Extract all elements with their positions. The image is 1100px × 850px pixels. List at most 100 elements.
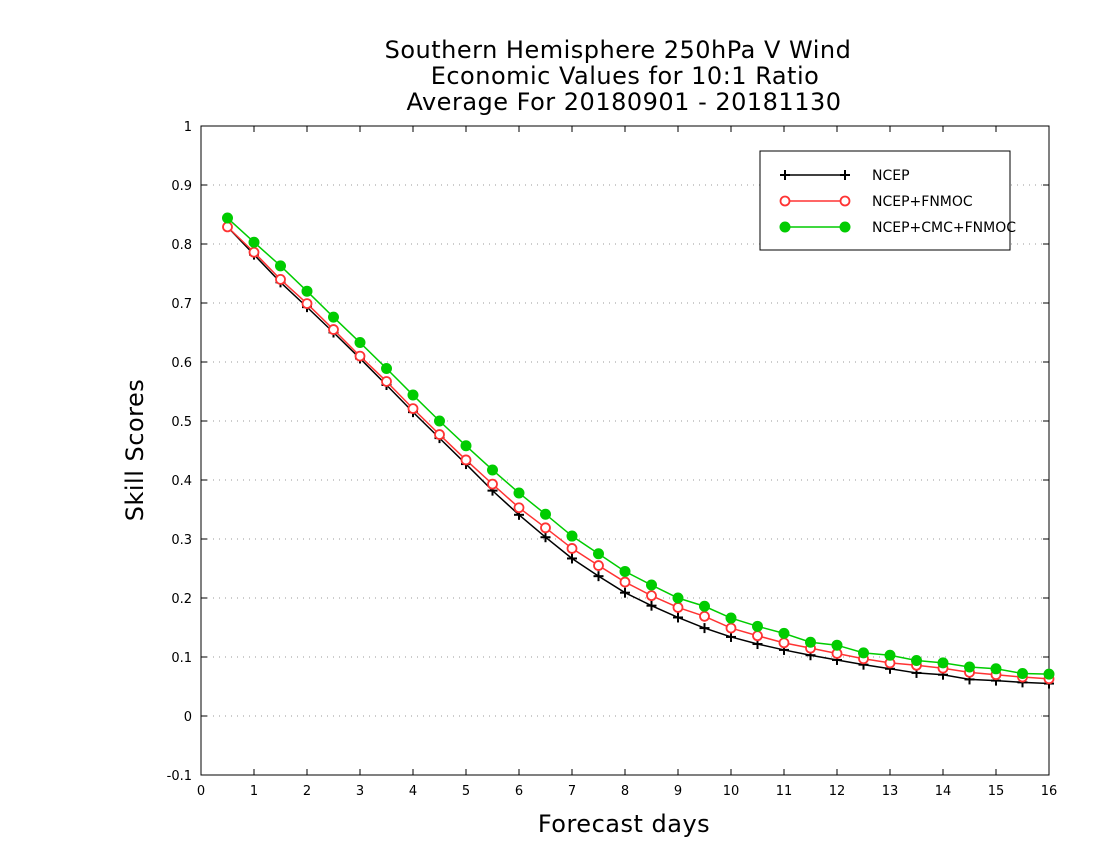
series-line bbox=[226, 226, 1050, 680]
data-point bbox=[460, 440, 472, 452]
y-tick-label: 0.5 bbox=[171, 415, 192, 430]
data-point bbox=[301, 285, 313, 297]
x-tick-label: 16 bbox=[1041, 784, 1058, 799]
legend-item: NCEP+FNMOC bbox=[779, 194, 973, 210]
x-tick-label: 7 bbox=[568, 784, 576, 799]
data-point bbox=[831, 639, 843, 651]
data-point bbox=[672, 592, 684, 604]
y-axis-title: Skill Scores bbox=[121, 379, 149, 522]
data-point bbox=[567, 553, 577, 564]
chart-title-line-3: Average For 20180901 - 20181130 bbox=[406, 88, 841, 116]
legend-label: NCEP+FNMOC bbox=[872, 194, 973, 210]
axis-ticks: -0.100.10.20.30.40.50.60.70.80.910 1 2 3 4 5 6… bbox=[167, 120, 1058, 799]
y-tick-label: -0.1 bbox=[167, 769, 192, 784]
data-point bbox=[646, 579, 657, 591]
data-point bbox=[222, 221, 233, 233]
data-point bbox=[884, 649, 896, 661]
data-point bbox=[990, 663, 1002, 675]
data-point bbox=[778, 627, 790, 639]
y-tick-label: 0.7 bbox=[171, 297, 192, 312]
data-point bbox=[752, 630, 763, 642]
y-tick-label: 0.3 bbox=[171, 533, 192, 548]
data-point bbox=[619, 576, 631, 588]
x-axis-title: Forecast days bbox=[538, 810, 710, 838]
legend: NCEP NCEP+FNMOC NCEP+CMC+FNMOC bbox=[759, 150, 1016, 251]
data-point bbox=[805, 636, 816, 648]
data-point bbox=[275, 273, 286, 285]
x-tick-label: 4 bbox=[409, 784, 417, 799]
x-tick-label: 8 bbox=[621, 784, 629, 799]
data-point bbox=[699, 600, 710, 612]
x-tick-label: 13 bbox=[882, 784, 899, 799]
y-tick-label: 0.4 bbox=[171, 474, 192, 489]
data-point bbox=[937, 657, 949, 669]
data-point bbox=[725, 612, 737, 624]
data-point bbox=[248, 236, 260, 248]
x-tick-label: 15 bbox=[988, 784, 1005, 799]
series-layer bbox=[222, 212, 1055, 689]
chart-title-line-1: Southern Hemisphere 250hPa V Wind bbox=[385, 36, 852, 64]
series-line bbox=[226, 217, 1050, 675]
y-tick-label: 0 bbox=[184, 710, 192, 725]
data-point bbox=[248, 246, 260, 258]
data-point bbox=[699, 610, 710, 622]
chart-title-line-2: Economic Values for 10:1 Ratio bbox=[431, 62, 820, 90]
data-point bbox=[328, 311, 339, 323]
data-point bbox=[858, 647, 869, 659]
data-point bbox=[593, 548, 604, 560]
data-point bbox=[407, 389, 419, 401]
data-point bbox=[593, 571, 604, 582]
x-tick-label: 10 bbox=[723, 784, 740, 799]
y-tick-label: 0.6 bbox=[171, 356, 192, 371]
data-point bbox=[566, 543, 578, 554]
data-point bbox=[513, 487, 525, 499]
data-point bbox=[354, 337, 366, 349]
data-point bbox=[301, 298, 313, 309]
legend-marker bbox=[840, 170, 850, 180]
x-tick-label: 6 bbox=[515, 784, 523, 799]
data-point bbox=[222, 212, 233, 224]
series-ncep bbox=[222, 221, 1054, 689]
data-point bbox=[513, 502, 525, 514]
y-tick-label: 0.2 bbox=[171, 592, 192, 607]
data-point bbox=[540, 532, 551, 543]
y-tick-label: 0.8 bbox=[171, 238, 192, 253]
data-point bbox=[778, 637, 790, 649]
data-point bbox=[407, 403, 419, 415]
data-point bbox=[620, 587, 630, 598]
data-point bbox=[1043, 668, 1055, 680]
legend-label: NCEP bbox=[872, 168, 910, 184]
data-point bbox=[726, 631, 736, 642]
x-tick-label: 14 bbox=[935, 784, 952, 799]
x-tick-label: 12 bbox=[829, 784, 846, 799]
x-tick-label: 1 bbox=[250, 784, 258, 799]
series-line bbox=[226, 226, 1050, 685]
data-point bbox=[672, 602, 684, 613]
data-point bbox=[487, 478, 498, 490]
data-point bbox=[328, 324, 339, 335]
series-ncep-fnmoc bbox=[222, 221, 1055, 685]
x-tick-label: 9 bbox=[674, 784, 682, 799]
data-point bbox=[381, 376, 392, 387]
x-tick-label: 0 bbox=[197, 784, 205, 799]
data-point bbox=[487, 464, 498, 476]
data-point bbox=[619, 565, 631, 577]
data-point bbox=[566, 530, 578, 542]
legend-marker bbox=[839, 195, 851, 207]
x-tick-label: 2 bbox=[303, 784, 311, 799]
legend-label: NCEP+CMC+FNMOC bbox=[872, 220, 1016, 236]
data-point bbox=[434, 415, 445, 427]
legend-item: NCEP+CMC+FNMOC bbox=[779, 220, 1016, 236]
x-tick-label: 3 bbox=[356, 784, 364, 799]
data-point bbox=[593, 560, 604, 571]
data-point bbox=[1017, 668, 1028, 680]
y-tick-label: 0.9 bbox=[171, 179, 192, 194]
data-point bbox=[911, 655, 922, 667]
data-point bbox=[725, 622, 737, 634]
data-point bbox=[699, 623, 710, 634]
x-tick-label: 5 bbox=[462, 784, 470, 799]
data-point bbox=[673, 612, 683, 623]
legend-item: NCEP bbox=[780, 168, 910, 184]
data-point bbox=[434, 429, 445, 440]
